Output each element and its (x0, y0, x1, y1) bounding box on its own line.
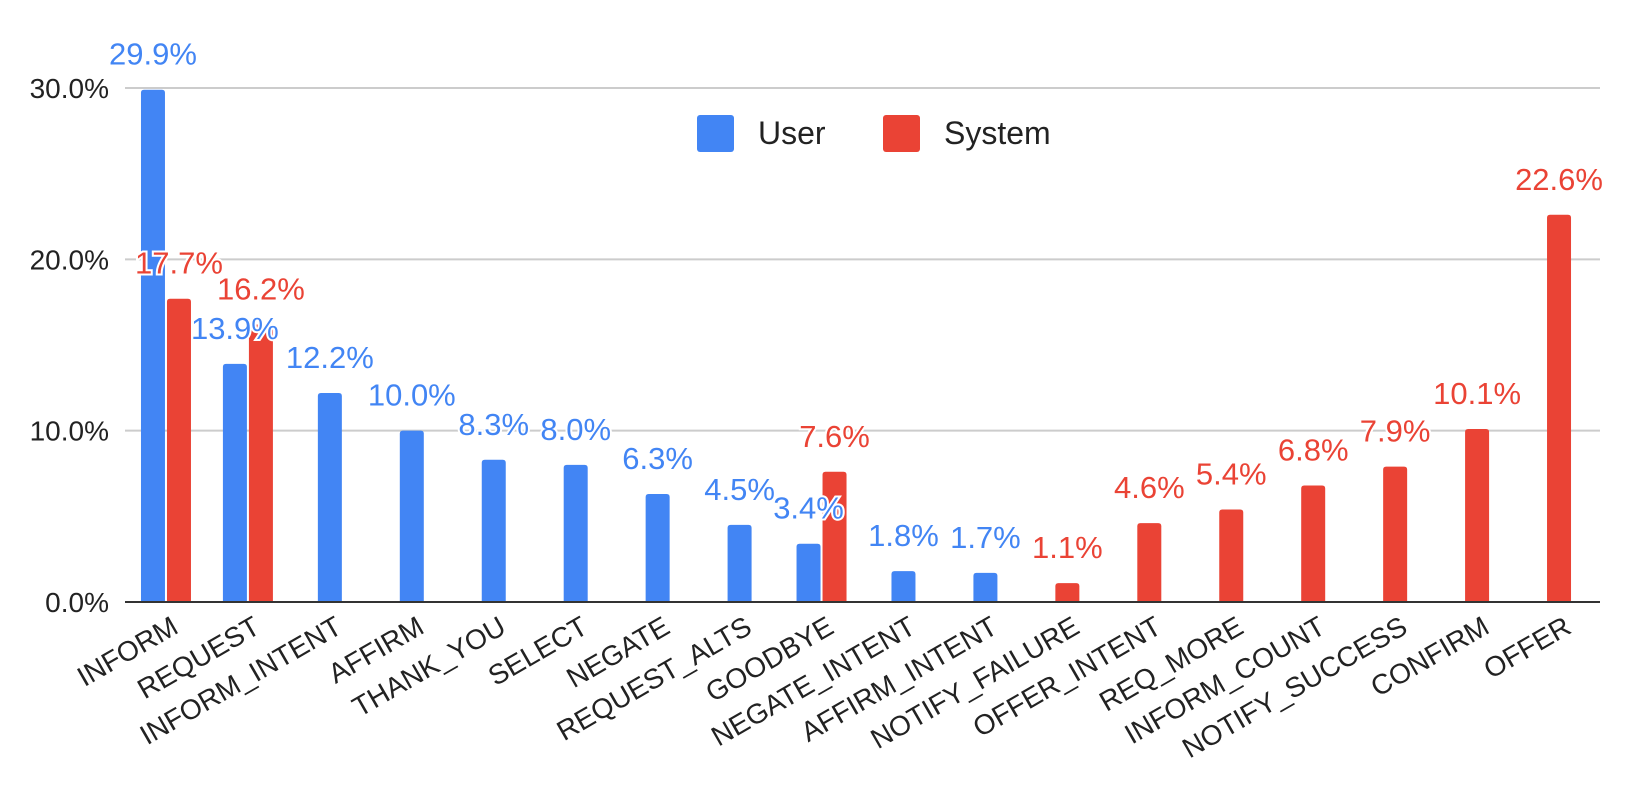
data-label-user-goodbye: 3.4% (773, 491, 844, 526)
bar-system-notify-failure (1055, 583, 1080, 602)
data-label-system-req-more: 5.4% (1196, 456, 1267, 491)
data-label-system-request: 16.2% (217, 271, 305, 306)
bar-user-request-alts (727, 524, 752, 602)
bar-system-notify-success (1383, 466, 1408, 602)
bar-user-goodbye (796, 543, 821, 602)
x-tick-label-offer: OFFER (1478, 610, 1576, 684)
bar-user-thank-you (481, 459, 506, 602)
bar-system-request (248, 324, 273, 602)
data-label-user-inform: 29.9% (109, 37, 197, 72)
data-label-system-inform-count: 6.8% (1278, 432, 1349, 467)
data-label-system-notify-failure: 1.1% (1032, 530, 1103, 565)
data-label-user-request-alts: 4.5% (704, 472, 775, 507)
bar-user-request (222, 363, 247, 602)
legend-label-system: System (944, 115, 1051, 151)
bar-system-offer (1547, 214, 1572, 602)
bar-user-affirm-intent (973, 572, 998, 602)
data-label-system-offer-intent: 4.6% (1114, 470, 1185, 505)
bar-user-inform (140, 89, 165, 603)
data-label-system-goodbye: 7.6% (799, 419, 870, 454)
bar-user-negate (645, 494, 670, 602)
bar-system-req-more (1219, 509, 1244, 602)
y-tick-label: 0.0% (45, 587, 109, 618)
data-label-user-affirm: 10.0% (368, 378, 456, 413)
data-labels: 29.9% 17.7% 13.9% 16.2% 12.2%10.0%8.3% 8.0% 6.… (107, 35, 1605, 567)
data-label-user-thank-you: 8.3% (458, 407, 529, 442)
legend: User System (697, 115, 1051, 152)
bar-user-inform-intent (317, 392, 342, 602)
legend-swatch-user (697, 115, 734, 152)
y-tick-label: 20.0% (30, 244, 109, 275)
y-axis-ticks: 0.0% 10.0% 20.0% 30.0% (30, 73, 109, 618)
bars (140, 89, 1572, 603)
y-tick-label: 10.0% (30, 416, 109, 447)
y-tick-label: 30.0% (30, 73, 109, 104)
bar-system-offer-intent (1137, 523, 1162, 602)
bar-user-select (563, 464, 588, 602)
bar-system-inform (166, 298, 191, 602)
gridlines (125, 87, 1600, 432)
bar-system-goodbye (822, 471, 847, 602)
data-label-user-request: 13.9% (191, 311, 279, 346)
x-axis-ticks: INFORMREQUESTINFORM_INTENTAFFIRMTHANK_YO… (72, 610, 1576, 764)
bar-system-confirm (1465, 428, 1490, 602)
data-label-user-affirm-intent: 1.7% (950, 520, 1021, 555)
data-label-system-notify-success: 7.9% (1360, 414, 1431, 449)
data-label-user-select: 8.0% (540, 412, 611, 447)
bar-user-negate-intent (891, 571, 916, 602)
legend-label-user: User (758, 115, 826, 151)
data-label-system-confirm: 10.1% (1433, 376, 1521, 411)
data-label-user-inform-intent: 12.2% (286, 340, 374, 375)
data-label-system-inform: 17.7% (135, 246, 223, 281)
legend-swatch-system (883, 115, 920, 152)
bar-user-affirm (399, 430, 424, 602)
bar-system-inform-count (1301, 485, 1326, 602)
data-label-user-negate: 6.3% (622, 441, 693, 476)
data-label-user-negate-intent: 1.8% (868, 518, 939, 553)
data-label-system-offer: 22.6% (1515, 162, 1603, 197)
